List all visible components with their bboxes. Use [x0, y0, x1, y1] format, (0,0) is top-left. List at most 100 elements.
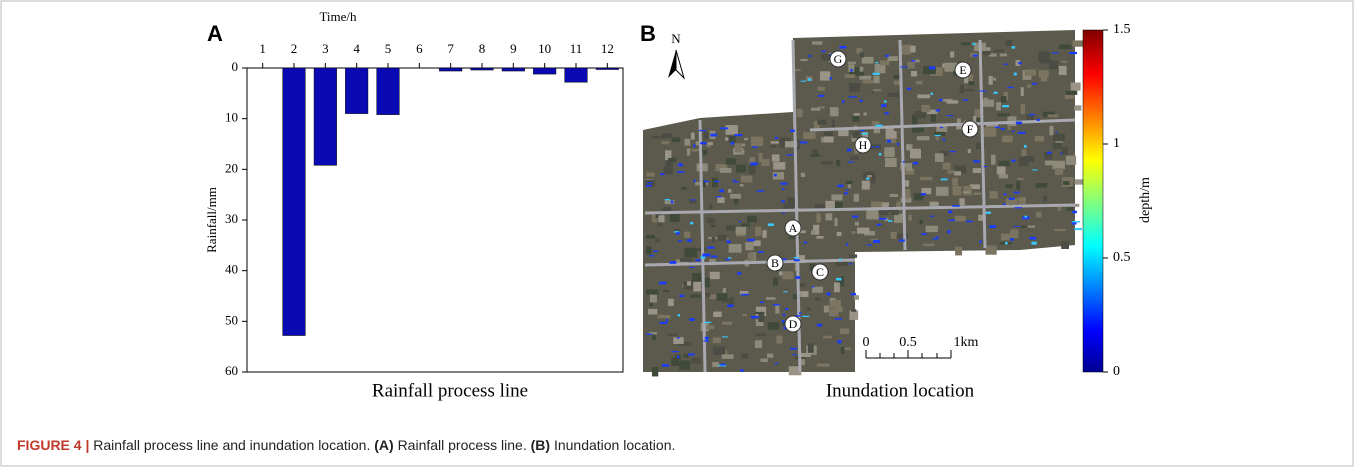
map-texture [852, 231, 856, 234]
map-texture [722, 354, 734, 358]
scale-bar [866, 350, 951, 358]
map-texture [730, 194, 741, 199]
inundation-speck [678, 240, 682, 241]
map-texture [755, 340, 762, 348]
inundation-speck [734, 134, 742, 136]
map-texture [776, 336, 782, 344]
inundation-speck [972, 43, 975, 45]
map-texture [687, 148, 690, 155]
map-texture [729, 136, 736, 143]
inundation-speck [670, 261, 677, 264]
inundation-speck [879, 153, 881, 156]
map-texture [834, 218, 837, 226]
inundation-speck [885, 112, 889, 114]
map-texture [871, 201, 882, 207]
map-texture [773, 278, 778, 286]
y-tick-label: 40 [225, 262, 238, 277]
inundation-speck [885, 55, 889, 57]
map-texture [931, 114, 936, 122]
inundation-speck [884, 100, 887, 102]
map-texture [849, 254, 857, 257]
map-texture [1071, 82, 1081, 90]
inundation-speck [676, 232, 680, 234]
inundation-speck [793, 354, 797, 355]
map-texture [1017, 178, 1024, 180]
map-texture [709, 294, 716, 299]
map-texture [947, 170, 954, 173]
map-texture [1059, 44, 1071, 49]
inundation-speck [876, 125, 883, 127]
inundation-speck [989, 225, 996, 228]
inundation-speck [875, 146, 879, 147]
map-texture [936, 137, 939, 140]
map-texture [1021, 87, 1024, 96]
inundation-speck [741, 294, 749, 296]
inundation-speck [671, 201, 673, 204]
inundation-speck [1037, 119, 1040, 121]
map-texture [873, 89, 881, 91]
map-texture [1062, 147, 1068, 155]
y-axis-title: Rainfall/mm [204, 187, 219, 253]
map-texture [728, 189, 731, 193]
colorbar-tick-label: 1 [1113, 136, 1120, 151]
inundation-speck [704, 322, 711, 323]
inundation-speck [859, 100, 863, 102]
map-texture [1048, 114, 1059, 117]
inundation-speck [1008, 87, 1014, 88]
map-texture [725, 137, 729, 140]
caption-ref: (A) [374, 437, 393, 453]
colorbar [1083, 30, 1103, 372]
inundation-speck [804, 242, 807, 244]
map-texture [1049, 126, 1053, 135]
map-texture [717, 293, 728, 301]
y-tick-label: 0 [232, 59, 239, 74]
inundation-speck [1013, 192, 1020, 194]
inundation-speck [794, 259, 800, 261]
inundation-speck [688, 353, 695, 355]
map-texture [749, 165, 756, 175]
inundation-speck [887, 140, 891, 143]
map-texture [751, 137, 763, 147]
location-label: B [771, 256, 779, 270]
map-texture [926, 226, 938, 232]
inundation-speck [808, 78, 812, 81]
inundation-speck [851, 293, 856, 295]
inundation-speck [1001, 128, 1005, 130]
map-texture [1063, 181, 1069, 185]
map-texture [1005, 184, 1012, 188]
map-texture [744, 138, 748, 140]
inundation-speck [1060, 153, 1063, 154]
inundation-speck [785, 308, 789, 310]
map-texture [1016, 181, 1020, 190]
map-texture [952, 186, 961, 196]
inundation-speck [946, 115, 953, 116]
inundation-speck [1072, 211, 1077, 214]
map-texture [851, 309, 856, 312]
map-texture [1022, 149, 1027, 156]
map-texture [736, 165, 746, 173]
inundation-speck [731, 142, 735, 145]
map-texture [1038, 52, 1050, 62]
map-texture [1024, 156, 1034, 161]
inundation-speck [783, 291, 787, 292]
map-texture [726, 158, 736, 164]
map-texture [771, 141, 779, 144]
map-texture [1041, 74, 1048, 82]
inundation-speck [940, 127, 943, 128]
map-texture [1066, 156, 1076, 165]
inundation-speck [947, 230, 950, 233]
colorbar-tick-label: 0.5 [1113, 250, 1131, 265]
map-texture [890, 232, 896, 239]
map-texture [834, 282, 840, 292]
inundation-speck [782, 188, 785, 190]
map-texture [812, 149, 818, 154]
inundation-speck [878, 224, 882, 225]
inundation-speck [1032, 169, 1037, 170]
map-texture [797, 109, 803, 117]
inundation-speck [1005, 242, 1008, 245]
map-texture [672, 138, 680, 142]
map-texture [1025, 69, 1036, 75]
inundation-speck [931, 93, 933, 95]
caption-text: Inundation location. [554, 437, 675, 453]
inundation-speck [707, 246, 714, 248]
